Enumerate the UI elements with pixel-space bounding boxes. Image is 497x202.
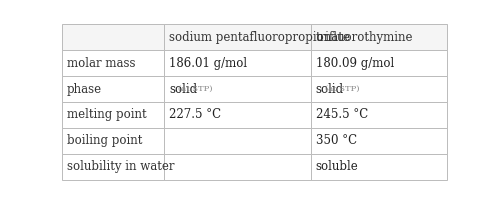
Text: 227.5 °C: 227.5 °C: [169, 108, 221, 121]
Text: 350 °C: 350 °C: [316, 134, 357, 147]
Bar: [62, 128, 164, 154]
Text: (at STP): (at STP): [325, 85, 359, 93]
Text: molar mass: molar mass: [67, 57, 136, 70]
Bar: [164, 154, 311, 180]
Text: boiling point: boiling point: [67, 134, 143, 147]
Text: (at STP): (at STP): [178, 85, 213, 93]
Text: sodium pentafluoropropionate: sodium pentafluoropropionate: [169, 31, 350, 44]
Bar: [164, 50, 311, 76]
Text: trifluorothymine: trifluorothymine: [316, 31, 413, 44]
Bar: [62, 50, 164, 76]
Bar: [62, 154, 164, 180]
Text: melting point: melting point: [67, 108, 147, 121]
Bar: [62, 24, 164, 50]
Bar: [164, 128, 311, 154]
Bar: [311, 24, 447, 50]
Text: 186.01 g/mol: 186.01 g/mol: [169, 57, 248, 70]
Text: solubility in water: solubility in water: [67, 160, 174, 173]
Text: 245.5 °C: 245.5 °C: [316, 108, 368, 121]
Text: solid: solid: [316, 83, 344, 96]
Text: solid: solid: [169, 83, 197, 96]
Bar: [164, 24, 311, 50]
Bar: [311, 102, 447, 128]
Text: 180.09 g/mol: 180.09 g/mol: [316, 57, 394, 70]
Bar: [164, 102, 311, 128]
Text: phase: phase: [67, 83, 102, 96]
Bar: [164, 76, 311, 102]
Bar: [311, 154, 447, 180]
Bar: [62, 76, 164, 102]
Bar: [311, 128, 447, 154]
Bar: [62, 102, 164, 128]
Bar: [311, 50, 447, 76]
Text: soluble: soluble: [316, 160, 358, 173]
Bar: [311, 76, 447, 102]
